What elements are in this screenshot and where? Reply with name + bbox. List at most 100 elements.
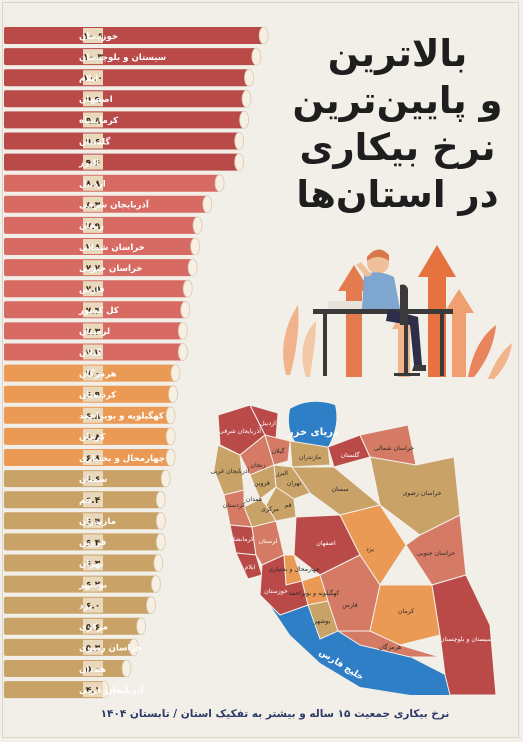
data-label: ۷.۷ <box>86 264 101 274</box>
value-box <box>83 534 103 550</box>
province-label-markazi: مرکزی <box>261 506 279 513</box>
value-box <box>83 49 103 65</box>
province-label-fars: فارس <box>342 602 357 609</box>
bar-end-cap <box>155 511 166 530</box>
province-label-golestan: گلستان <box>341 451 360 459</box>
category-label: خراسان رضوی <box>79 644 142 654</box>
value-box <box>83 450 103 465</box>
data-label: ۱۰.۳ <box>83 53 103 63</box>
data-label: ۸.۸ <box>86 180 101 190</box>
category-label: بوشهر <box>78 580 107 590</box>
data-label: ۹.۸ <box>86 116 101 126</box>
bar-end-cap <box>121 659 132 678</box>
province-label-gilan: گیلان <box>271 447 284 455</box>
category-label: کهگیلویه و بویراحمد <box>79 411 164 422</box>
bar-end-cap <box>146 596 156 615</box>
data-label: ۶.۴ <box>86 538 101 548</box>
category-label: آذربایجان شرقی <box>79 199 150 211</box>
category-label: خوزستان <box>79 32 118 42</box>
bar-end-cap <box>165 406 176 425</box>
bar-end-cap <box>187 258 198 277</box>
data-label: ۹.۶ <box>86 159 100 169</box>
bar-end-cap <box>190 237 201 256</box>
bar <box>4 533 161 551</box>
bar <box>4 174 220 192</box>
bar-end-cap <box>153 554 164 572</box>
value-box <box>83 576 103 592</box>
bar-end-cap <box>202 195 213 214</box>
province-label-zanjan: زنجان <box>250 462 265 469</box>
bar <box>4 491 161 509</box>
bar <box>4 681 105 699</box>
value-box <box>83 407 103 423</box>
province-label-qom: قم <box>284 502 291 509</box>
category-label: اصفهان <box>79 95 113 105</box>
value-box <box>83 471 103 487</box>
value-box <box>83 344 103 360</box>
category-label: قزوین <box>79 538 106 548</box>
bar <box>4 512 161 530</box>
province-label-west-azerbaijan: آذربایجان غربی <box>211 466 250 475</box>
data-label: ۵.۰ <box>86 665 100 675</box>
category-label: کرمانشاه <box>79 116 118 126</box>
category-label: لرستان <box>79 327 110 337</box>
province-label-kerman: کرمان <box>398 608 414 615</box>
value-box <box>83 217 103 233</box>
data-label: ۷.۳ <box>86 349 101 359</box>
category-label: چهارمحال و بختیاری <box>79 454 165 464</box>
province-label-chaharmahal: چهارمحال و بختیاری <box>268 566 320 573</box>
bar <box>4 111 245 129</box>
province-label-kohgiluyeh: کهگیلویه و بویراحمد <box>289 589 340 597</box>
bar-end-cap <box>170 364 181 383</box>
category-label: سیستان و بلوچستان <box>79 53 166 63</box>
bar-end-cap <box>155 490 166 509</box>
category-label: اردبیل <box>79 180 106 190</box>
province-label-razavi-khorasan: خراسان رضوی <box>403 490 442 497</box>
category-label: کل کشور <box>78 306 119 316</box>
bar <box>4 617 142 635</box>
sea-label-caspian: دریای خزر <box>287 427 338 438</box>
bar-row: ۶.۴قم <box>4 490 166 509</box>
bar-end-cap <box>177 321 188 340</box>
bar <box>4 596 151 614</box>
bar-end-cap <box>165 448 176 467</box>
bar-end-cap <box>150 575 161 593</box>
value-box <box>83 175 103 191</box>
bar-end-cap <box>234 132 245 150</box>
value-box <box>83 365 103 381</box>
data-label: ۵.۳ <box>86 644 101 654</box>
value-box <box>83 154 103 170</box>
bar-end-cap <box>239 111 250 129</box>
value-box <box>83 428 103 444</box>
category-label: مازندران <box>79 517 116 527</box>
bar <box>4 575 156 593</box>
bar-end-cap <box>160 469 171 488</box>
value-box <box>83 133 103 149</box>
data-label: ۸.۳ <box>86 201 101 211</box>
data-label: ۶.۰ <box>86 602 100 612</box>
province-label-hamadan: همدان <box>246 496 262 503</box>
data-label: ۶.۸ <box>86 412 101 422</box>
value-box <box>83 196 103 212</box>
bar-end-cap <box>251 47 262 66</box>
title-line-2: و پایین‌ترین <box>292 79 503 122</box>
data-label: ۶.۹ <box>86 391 101 401</box>
category-label: سمنان <box>79 475 107 485</box>
data-label: ۶.۴ <box>86 517 101 527</box>
bar-end-cap <box>128 638 139 657</box>
